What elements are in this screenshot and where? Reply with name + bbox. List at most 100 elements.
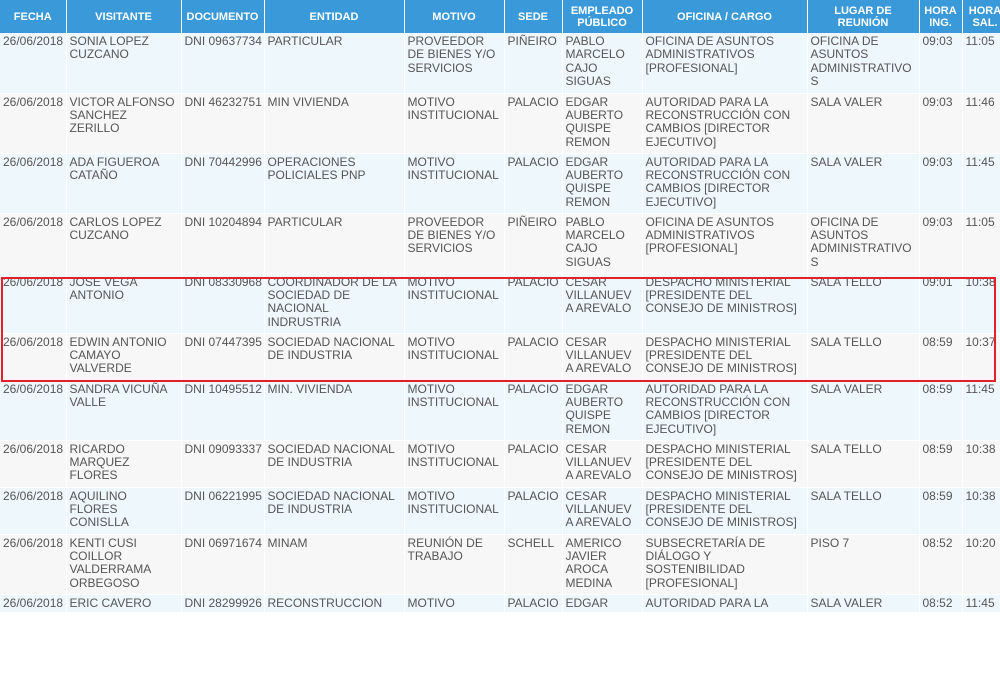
reason-cell: REUNIÓN DE TRABAJO [404,534,505,595]
reason-cell: MOTIVO INSTITUCIONAL [404,487,505,535]
employee-cell: EDGAR [562,594,643,613]
date-cell: 26/06/2018 [0,33,67,94]
visitor-cell: SONIA LOPEZ CUZCANO [66,33,182,94]
entry-time-cell: 09:03 [919,33,963,94]
visitor-cell: EDWIN ANTONIO CAMAYO VALVERDE [66,333,182,381]
reason-cell: MOTIVO INSTITUCIONAL [404,380,505,441]
meeting-place-cell: SALA VALER [807,93,920,154]
table-row: 26/06/2018 AQUILINO FLORES CONISLLA DNI 06… [0,487,1000,535]
column-header-hora-salida[interactable]: HORA SAL. [962,0,1000,33]
venue-cell: PALACIO [504,153,563,214]
office-cell: OFICINA DE ASUNTOS ADMINISTRATIVOS [PROF… [642,33,808,94]
office-cell: SUBSECRETARÍA DE DIÁLOGO Y SOSTENIBILIDA… [642,534,808,595]
date-cell: 26/06/2018 [0,380,67,441]
column-header-fecha[interactable]: FECHA [0,0,67,33]
visitor-cell: ADA FIGUEROA CATAÑO [66,153,182,214]
entry-time-cell: 08:52 [919,534,963,595]
entry-time-cell: 08:59 [919,440,963,488]
date-cell: 26/06/2018 [0,153,67,214]
exit-time-cell: 10:38 [962,487,1000,535]
venue-cell: PIÑEIRO [504,33,563,94]
exit-time-cell: 11:05 [962,33,1000,94]
entity-cell: SOCIEDAD NACIONAL DE INDUSTRIA [264,440,405,488]
entity-cell: MIN VIVIENDA [264,93,405,154]
meeting-place-cell: PISO 7 [807,534,920,595]
date-cell: 26/06/2018 [0,273,67,334]
document-cell: DNI 06971674 [181,534,265,595]
column-header-documento[interactable]: DOCUMENTO [181,0,265,33]
venue-cell: SCHELL [504,534,563,595]
visitor-cell: CARLOS LOPEZ CUZCANO [66,213,182,274]
document-cell: DNI 70442996 [181,153,265,214]
column-header-sede[interactable]: SEDE [504,0,563,33]
entry-time-cell: 08:59 [919,333,963,381]
employee-cell: PABLO MARCELO CAJO SIGUAS [562,33,643,94]
entry-time-cell: 09:03 [919,93,963,154]
exit-time-cell: 11:45 [962,594,1000,613]
venue-cell: PALACIO [504,440,563,488]
meeting-place-cell: SALA TELLO [807,273,920,334]
meeting-place-cell: SALA VALER [807,594,920,613]
column-header-entidad[interactable]: ENTIDAD [264,0,405,33]
column-header-visitante[interactable]: VISITANTE [66,0,182,33]
table-row: 26/06/2018 RICARDO MARQUEZ FLORES DNI 0909… [0,440,1000,488]
exit-time-cell: 10:37 [962,333,1000,381]
entity-cell: SOCIEDAD NACIONAL DE INDUSTRIA [264,333,405,381]
column-header-lugar[interactable]: LUGAR DE REUNIÓN [807,0,920,33]
visits-table: FECHA VISITANTE DOCUMENTO ENTIDAD MOTIVO… [0,0,1000,613]
entity-cell: COORDINADOR DE LA SOCIEDAD DE NACIONAL I… [264,273,405,334]
table-body: 26/06/2018 SONIA LOPEZ CUZCANO DNI 0963773… [0,33,1000,613]
column-header-empleado[interactable]: EMPLEADO PÚBLICO [562,0,643,33]
office-cell: DESPACHO MINISTERIAL [PRESIDENTE DEL CON… [642,487,808,535]
venue-cell: PALACIO [504,273,563,334]
document-cell: DNI 09637734 [181,33,265,94]
column-header-hora-ingreso[interactable]: HORA ING. [919,0,963,33]
office-cell: DESPACHO MINISTERIAL [PRESIDENTE DEL CON… [642,440,808,488]
document-cell: DNI 28299926 [181,594,265,613]
meeting-place-cell: OFICINA DE ASUNTOS ADMINISTRATIVOS [807,213,920,274]
exit-time-cell: 10:38 [962,273,1000,334]
date-cell: 26/06/2018 [0,213,67,274]
meeting-place-cell: SALA VALER [807,380,920,441]
entry-time-cell: 08:52 [919,594,963,613]
document-cell: DNI 10204894 [181,213,265,274]
entry-time-cell: 08:59 [919,380,963,441]
visitor-cell: RICARDO MARQUEZ FLORES [66,440,182,488]
meeting-place-cell: SALA TELLO [807,333,920,381]
date-cell: 26/06/2018 [0,440,67,488]
reason-cell: MOTIVO INSTITUCIONAL [404,273,505,334]
document-cell: DNI 06221995 [181,487,265,535]
column-header-motivo[interactable]: MOTIVO [404,0,505,33]
table-row: 26/06/2018 KENTI CUSI COILLOR VALDERRAMA … [0,534,1000,595]
meeting-place-cell: SALA TELLO [807,487,920,535]
entity-cell: PARTICULAR [264,33,405,94]
date-cell: 26/06/2018 [0,534,67,595]
meeting-place-cell: OFICINA DE ASUNTOS ADMINISTRATIVOS [807,33,920,94]
table-row: 26/06/2018 ERIC CAVERO DNI 28299926 RECONST… [0,594,1000,613]
office-cell: OFICINA DE ASUNTOS ADMINISTRATIVOS [PROF… [642,213,808,274]
exit-time-cell: 10:38 [962,440,1000,488]
document-cell: DNI 46232751 [181,93,265,154]
date-cell: 26/06/2018 [0,93,67,154]
meeting-place-cell: SALA VALER [807,153,920,214]
entity-cell: MIN. VIVIENDA [264,380,405,441]
employee-cell: EDGAR AUBERTO QUISPE REMON [562,380,643,441]
table-header-row: FECHA VISITANTE DOCUMENTO ENTIDAD MOTIVO… [0,0,1000,33]
column-header-oficina[interactable]: OFICINA / CARGO [642,0,808,33]
table-row: 26/06/2018 SONIA LOPEZ CUZCANO DNI 0963773… [0,33,1000,94]
visitor-cell: AQUILINO FLORES CONISLLA [66,487,182,535]
entity-cell: SOCIEDAD NACIONAL DE INDUSTRIA [264,487,405,535]
venue-cell: PALACIO [504,594,563,613]
office-cell: AUTORIDAD PARA LA RECONSTRUCCIÓN CON CAM… [642,153,808,214]
date-cell: 26/06/2018 [0,594,67,613]
visitor-cell: KENTI CUSI COILLOR VALDERRAMA ORBEGOSO [66,534,182,595]
meeting-place-cell: SALA TELLO [807,440,920,488]
document-cell: DNI 07447395 [181,333,265,381]
exit-time-cell: 11:45 [962,380,1000,441]
entry-time-cell: 09:03 [919,213,963,274]
exit-time-cell: 11:45 [962,153,1000,214]
table-row: 26/06/2018 JOSE VEGA ANTONIO DNI 08330968 C… [0,273,1000,334]
exit-time-cell: 11:05 [962,213,1000,274]
entry-time-cell: 08:59 [919,487,963,535]
employee-cell: AMERICO JAVIER AROCA MEDINA [562,534,643,595]
